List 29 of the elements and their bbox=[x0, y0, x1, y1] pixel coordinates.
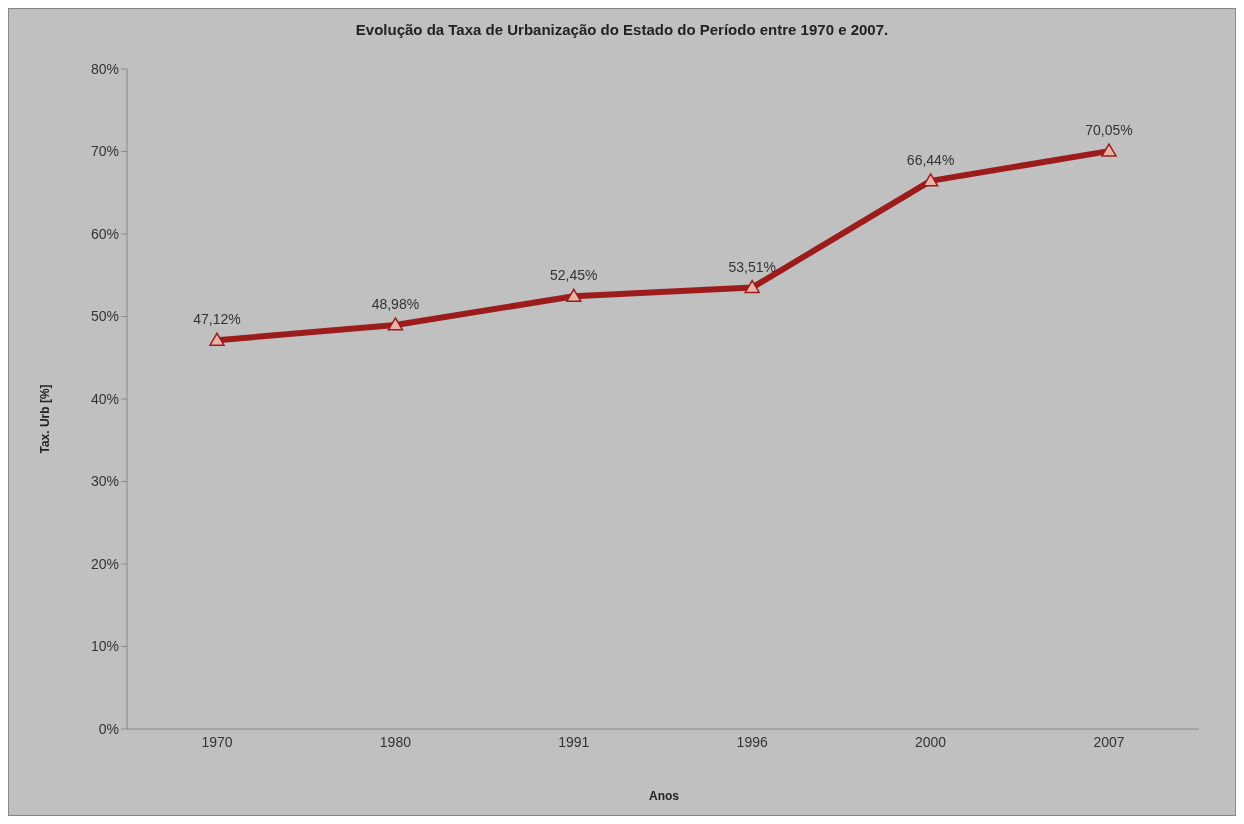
x-tick-label: 1980 bbox=[379, 733, 412, 750]
y-tick-label: 30% bbox=[90, 473, 119, 490]
x-tick-label: 1996 bbox=[736, 733, 768, 750]
data-label: 48,98% bbox=[371, 295, 420, 312]
data-label: 70,05% bbox=[1085, 122, 1133, 139]
chart-title: Evolução da Taxa de Urbanização do Estado do Período entre 1970 e 2007. bbox=[354, 21, 890, 38]
data-label: 53,51% bbox=[728, 258, 776, 275]
point bbox=[209, 332, 225, 346]
data-label: 47,12% bbox=[193, 311, 241, 328]
point bbox=[744, 279, 760, 294]
data-label: 52,45% bbox=[550, 267, 598, 284]
x-tick-label: 1970 bbox=[201, 733, 233, 750]
point bbox=[387, 317, 404, 331]
y-axis-title: Tax. Urb [%] bbox=[38, 384, 52, 454]
point bbox=[1101, 143, 1117, 157]
y-tick-label: 70% bbox=[90, 143, 119, 160]
x-tick-label: 1991 bbox=[558, 733, 590, 750]
y-tick-label: 50% bbox=[90, 308, 119, 325]
y-tick-label: 20% bbox=[90, 555, 119, 572]
point bbox=[566, 288, 582, 302]
y-tick-label: 60% bbox=[90, 225, 119, 242]
x-axis-title: Anos bbox=[648, 789, 680, 803]
y-tick-label: 0% bbox=[98, 720, 119, 737]
x-tick-label: 2000 bbox=[915, 733, 947, 750]
y-tick-label: 80% bbox=[90, 60, 119, 77]
x-tick-label: 2007 bbox=[1093, 733, 1125, 750]
data-label: 66,44% bbox=[906, 151, 955, 168]
y-tick-label: 10% bbox=[90, 638, 119, 655]
y-tick-label: 40% bbox=[90, 390, 119, 407]
